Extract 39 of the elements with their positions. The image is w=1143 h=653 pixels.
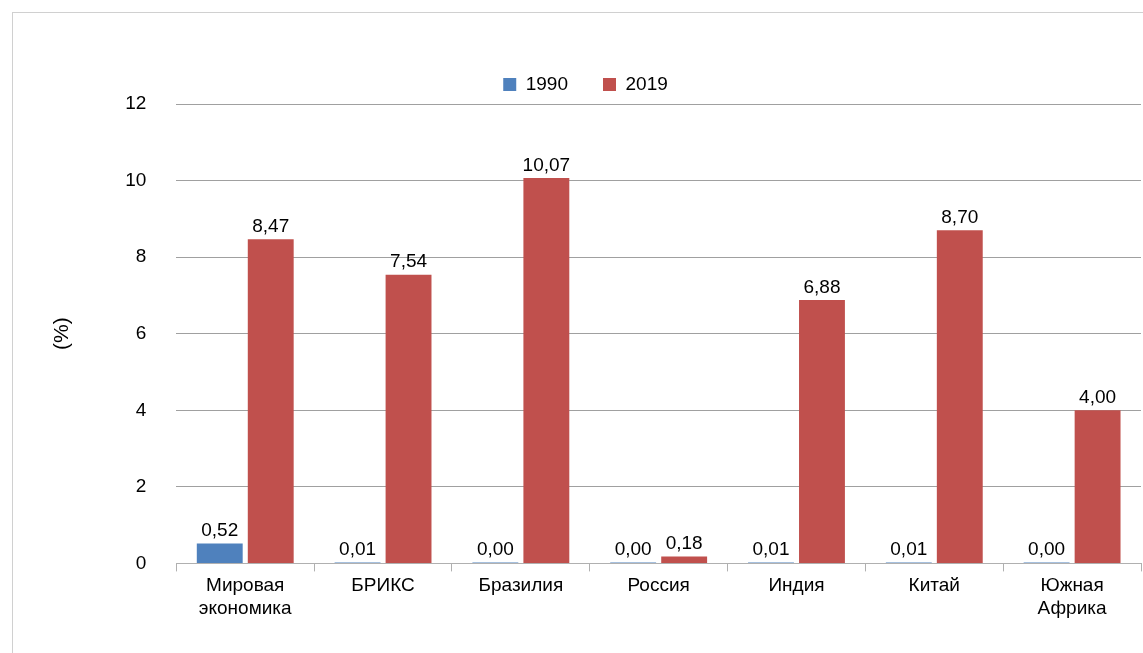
legend-label: 2019 — [625, 72, 668, 94]
data-label: 0,00 — [1028, 538, 1066, 560]
bar — [523, 177, 570, 563]
data-label: 4,00 — [1079, 386, 1117, 407]
y-tick-label: 10 — [125, 168, 147, 190]
bar — [661, 556, 708, 563]
x-tick-label: Россия — [627, 574, 690, 596]
x-tick-label: Южная Африка — [1037, 574, 1108, 618]
y-tick-label: 0 — [135, 551, 147, 573]
bar — [1074, 410, 1121, 563]
data-label: 6,88 — [803, 275, 841, 297]
data-label: 0,00 — [476, 538, 514, 560]
y-tick-label: 6 — [135, 321, 147, 343]
data-label: 8,70 — [941, 206, 979, 228]
bar — [196, 543, 243, 563]
x-tick-label: Индия — [768, 574, 825, 596]
data-label: 10,07 — [522, 153, 571, 175]
data-label: 0,01 — [752, 538, 790, 560]
data-label: 0,01 — [339, 538, 377, 560]
x-tick-label: Бразилия — [478, 574, 564, 596]
y-axis-title: (%) — [49, 317, 73, 351]
x-tick-label: Мировая экономика — [198, 574, 293, 618]
x-tick-label: БРИКС — [351, 574, 415, 596]
bar — [385, 274, 432, 563]
legend-label: 1990 — [525, 72, 569, 94]
y-tick-label: 2 — [135, 475, 147, 497]
y-tick-label: 4 — [135, 398, 147, 420]
bar — [247, 239, 294, 563]
y-tick-label: 12 — [125, 92, 147, 114]
data-label: 0,00 — [614, 538, 652, 560]
data-label: 0,01 — [890, 538, 928, 560]
x-tick-label: Китай — [908, 574, 960, 596]
bar — [799, 300, 845, 563]
y-tick-label: 8 — [135, 245, 147, 267]
data-label: 0,18 — [665, 532, 703, 554]
data-label: 0,52 — [201, 519, 239, 541]
bar — [936, 230, 983, 563]
data-label: 7,54 — [390, 250, 428, 272]
data-label: 8,47 — [252, 214, 290, 236]
